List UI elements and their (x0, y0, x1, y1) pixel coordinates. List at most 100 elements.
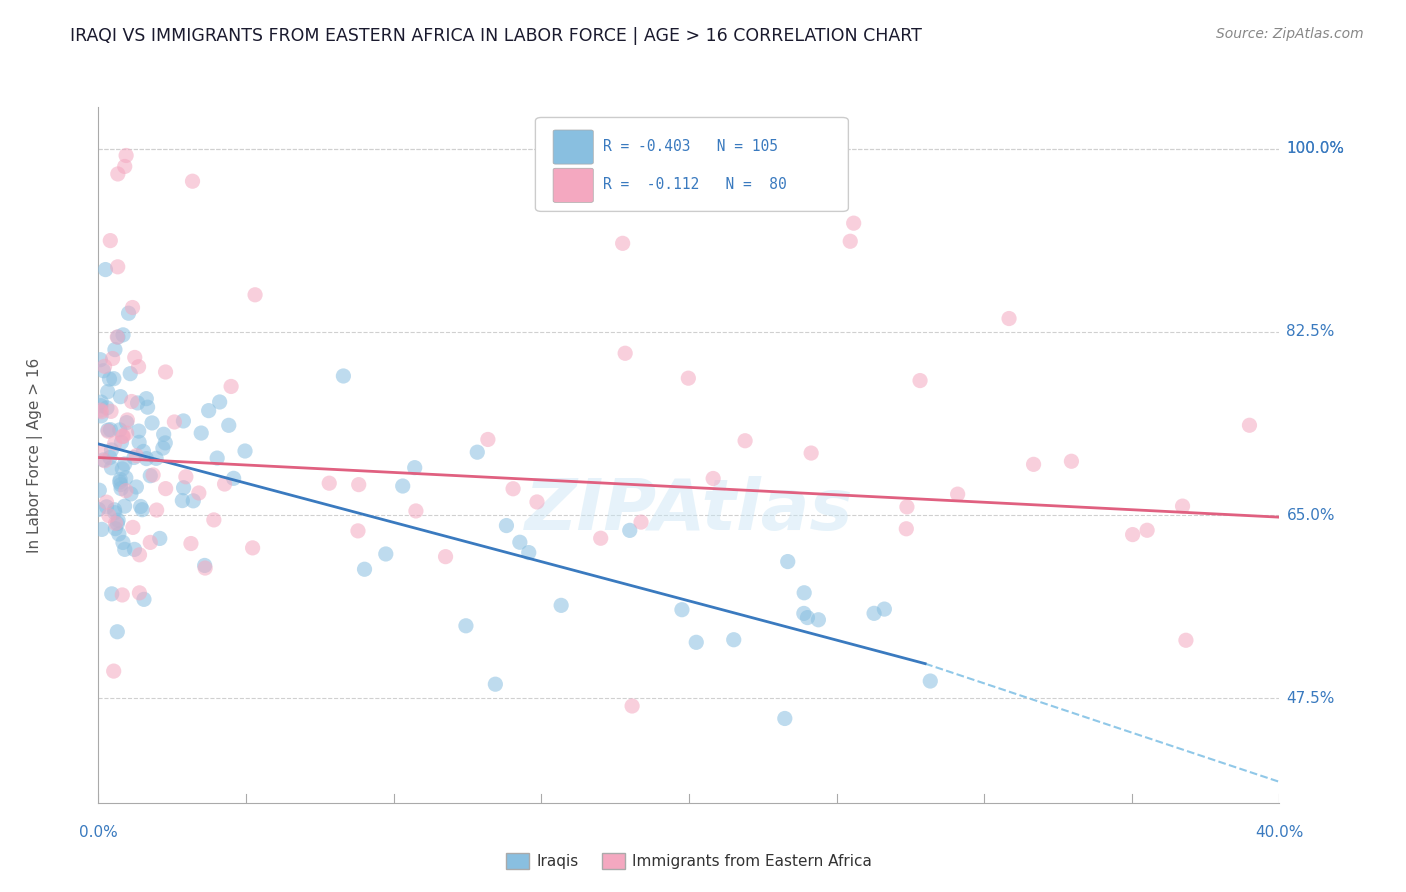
Point (90, 395, 112, 409)
Text: 100.0%: 100.0% (1286, 142, 1344, 156)
FancyBboxPatch shape (536, 118, 848, 211)
Point (100, 404, 122, 418)
Point (110, 477, 132, 491)
Point (155, 436, 177, 450)
Point (114, 542, 136, 557)
Point (152, 427, 174, 442)
Point (105, 330, 128, 344)
Point (114, 160, 136, 174)
Point (347, 477, 370, 491)
Point (734, 434, 756, 448)
Point (1122, 527, 1144, 541)
Point (132, 444, 155, 458)
Point (93, 359, 115, 374)
Point (110, 435, 132, 450)
Point (93, 454, 115, 468)
Point (172, 493, 194, 508)
Point (120, 487, 142, 501)
Point (796, 610, 818, 624)
Text: 82.5%: 82.5% (1286, 325, 1334, 340)
Point (117, 306, 139, 320)
Point (111, 535, 134, 549)
Point (139, 468, 162, 483)
Point (550, 599, 572, 613)
Text: 100.0%: 100.0% (1286, 142, 1344, 156)
Point (187, 486, 209, 500)
Point (96, 401, 118, 415)
Point (90, 405, 112, 419)
Text: R =  -0.112   N =  80: R = -0.112 N = 80 (603, 178, 786, 193)
Point (155, 365, 177, 379)
Point (114, 499, 136, 513)
Point (112, 429, 135, 443)
Point (163, 415, 186, 429)
Point (142, 467, 165, 482)
Point (107, 513, 129, 527)
Point (96, 500, 118, 514)
Point (776, 555, 799, 569)
Point (145, 503, 167, 517)
Point (685, 635, 707, 649)
Text: 65.0%: 65.0% (1286, 508, 1334, 523)
Point (243, 287, 266, 301)
Point (526, 495, 548, 509)
Point (125, 480, 148, 494)
Point (125, 449, 148, 463)
Point (374, 547, 396, 561)
Point (807, 613, 830, 627)
Point (347, 524, 370, 538)
Legend: Iraqis, Immigrants from Eastern Africa: Iraqis, Immigrants from Eastern Africa (499, 847, 879, 875)
Point (104, 343, 127, 357)
Point (619, 524, 641, 538)
Point (1171, 499, 1194, 513)
Point (404, 460, 426, 475)
Point (174, 469, 197, 483)
Point (908, 374, 931, 388)
Point (115, 483, 138, 498)
Point (773, 711, 796, 725)
Point (222, 471, 245, 485)
Point (115, 148, 138, 162)
Point (671, 603, 693, 617)
Point (112, 327, 135, 342)
Point (128, 586, 150, 600)
Point (104, 516, 127, 531)
Point (104, 436, 127, 450)
Point (242, 541, 264, 555)
Point (128, 424, 150, 438)
Point (214, 477, 236, 491)
Point (117, 413, 139, 427)
Point (723, 632, 745, 647)
Point (920, 673, 942, 688)
Point (173, 481, 195, 495)
Point (107, 167, 129, 181)
Point (218, 418, 240, 433)
Point (495, 518, 517, 533)
Point (621, 698, 644, 713)
Point (111, 429, 134, 443)
Point (197, 403, 219, 417)
Point (97, 423, 120, 437)
Point (180, 536, 202, 550)
Point (108, 423, 131, 437)
Point (181, 174, 204, 188)
Point (90, 409, 112, 423)
Point (108, 472, 131, 486)
Point (1239, 418, 1261, 433)
Point (873, 602, 896, 616)
Point (108, 527, 131, 541)
Point (1022, 458, 1045, 472)
Point (100, 423, 122, 437)
Point (434, 549, 457, 564)
Point (129, 500, 152, 514)
Point (128, 548, 150, 562)
Point (1174, 633, 1197, 648)
Point (233, 444, 256, 458)
Point (127, 396, 149, 410)
Point (800, 446, 823, 460)
Point (87, 502, 110, 516)
Point (128, 435, 150, 450)
Point (111, 588, 134, 602)
Point (589, 531, 612, 545)
Point (391, 479, 413, 493)
